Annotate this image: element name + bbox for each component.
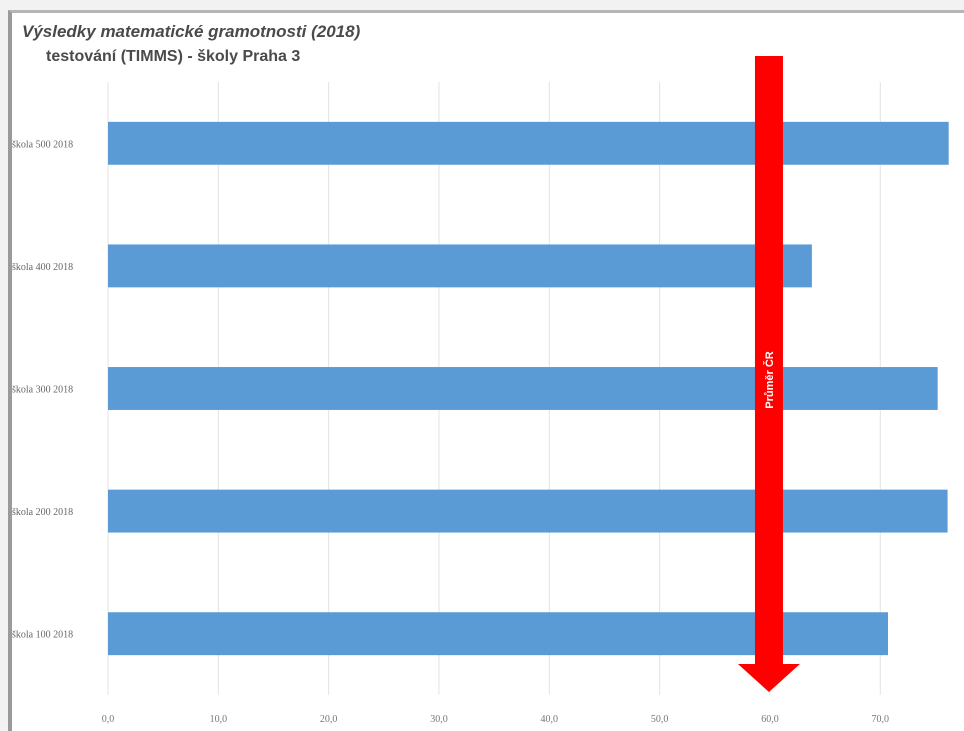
x-tick-label: 70,0 — [872, 714, 890, 725]
x-tick-label: 40,0 — [541, 714, 559, 725]
category-label: škola 200 2018 — [12, 507, 73, 518]
chart-title: Výsledky matematické gramotnosti (2018) — [22, 22, 361, 41]
category-label: škola 100 2018 — [12, 630, 73, 641]
x-axis-ticks: 0,0 10,0 20,0 30,0 40,0 50,0 60,0 70,0 — [102, 714, 889, 725]
down-arrow — [737, 56, 800, 692]
x-tick-label: 60,0 — [761, 714, 779, 725]
bars — [108, 121, 949, 656]
bar — [108, 367, 938, 410]
x-tick-label: 20,0 — [320, 714, 338, 725]
x-tick-label: 30,0 — [430, 714, 448, 725]
category-label: škola 300 2018 — [12, 385, 73, 396]
chart-subtitle: testování (TIMMS) - školy Praha 3 — [46, 48, 301, 65]
category-label: škola 500 2018 — [12, 139, 73, 150]
category-labels: škola 100 2018 škola 200 2018 škola 300 20… — [12, 139, 73, 640]
bar — [108, 121, 949, 165]
x-tick-label: 0,0 — [102, 714, 115, 725]
x-tick-label: 50,0 — [651, 714, 669, 725]
x-tick-label: 10,0 — [210, 714, 228, 725]
national-average-arrow: Průměr ČR — [737, 56, 800, 692]
category-label: škola 400 2018 — [12, 262, 73, 273]
arrow-label: Průměr ČR — [763, 351, 776, 409]
bar — [108, 244, 812, 288]
bar — [108, 489, 948, 533]
